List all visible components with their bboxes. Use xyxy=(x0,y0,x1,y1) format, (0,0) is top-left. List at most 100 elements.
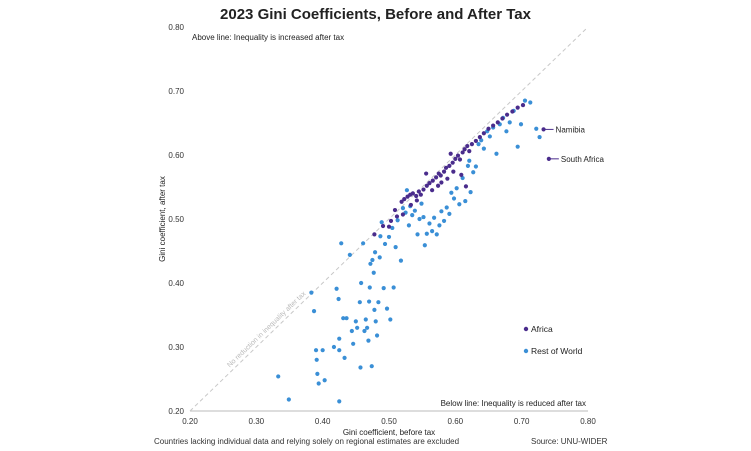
africa-point xyxy=(448,151,453,156)
africa-point xyxy=(388,218,394,224)
rest-of-world-point xyxy=(518,122,524,127)
africa-point xyxy=(460,150,465,155)
axes: 0.20 0.30 0.40 0.50 0.60 0.70 0.80 0.20 0.30 0.40… xyxy=(158,23,596,437)
rest-of-world-point xyxy=(384,306,390,311)
rest-of-world-point xyxy=(457,202,462,207)
rest-of-world-point xyxy=(337,399,342,404)
rest-of-world-point xyxy=(504,129,509,134)
x-tick-label: 0.30 xyxy=(249,417,265,426)
rest-of-world-point xyxy=(463,198,468,204)
africa-point xyxy=(408,202,413,208)
scatter-points xyxy=(276,98,551,404)
rest-of-world-point xyxy=(421,214,426,220)
rest-of-world-point xyxy=(358,365,363,370)
diagonal-label: No reduction in inequality after tax xyxy=(226,290,307,369)
rest-of-world-point xyxy=(434,232,439,237)
rest-of-world-point xyxy=(369,364,374,369)
rest-of-world-point xyxy=(467,158,472,163)
rest-of-world-point xyxy=(372,250,378,255)
rest-of-world-point xyxy=(363,317,368,322)
rest-of-world-point xyxy=(393,245,398,250)
point-label-south-africa: South Africa xyxy=(561,155,605,164)
rest-of-world-point xyxy=(376,300,381,305)
rest-of-world-point xyxy=(471,170,476,175)
rest-of-world-point xyxy=(349,328,354,334)
rest-of-world-point xyxy=(366,338,371,343)
africa-point xyxy=(430,188,435,193)
rest-of-world-point xyxy=(371,270,376,275)
rest-of-world-point xyxy=(447,211,452,216)
rest-of-world-point xyxy=(342,355,347,360)
africa-point xyxy=(465,143,470,149)
africa-point xyxy=(435,183,441,188)
rest-of-world-point xyxy=(473,164,478,169)
africa-point xyxy=(467,149,472,154)
rest-of-world-point xyxy=(377,255,382,260)
rest-of-world-point xyxy=(370,257,375,263)
rest-of-world-point xyxy=(374,333,380,338)
rest-of-world-point xyxy=(320,348,325,353)
rest-of-world-point xyxy=(437,223,442,228)
rest-of-world-point xyxy=(417,216,422,222)
rest-of-world-point xyxy=(449,190,454,195)
africa-point xyxy=(463,184,469,189)
rest-of-world-point xyxy=(476,142,481,147)
legend-label: Africa xyxy=(531,324,553,334)
rest-of-world-point xyxy=(400,206,406,211)
rest-of-world-point xyxy=(334,286,339,291)
rest-of-world-point xyxy=(468,190,473,195)
rest-of-world-point xyxy=(415,232,420,237)
africa-point xyxy=(515,105,520,110)
rest-of-world-point xyxy=(454,186,459,191)
africa-point xyxy=(421,187,426,192)
source-note: Source: UNU-WIDER xyxy=(531,437,608,446)
below-line-annotation: Below line: Inequality is reduced after … xyxy=(441,399,586,408)
rest-of-world-point xyxy=(316,381,321,386)
rest-of-world-point xyxy=(424,231,429,236)
africa-point xyxy=(424,171,429,176)
rest-of-world-point xyxy=(372,307,377,312)
africa-point xyxy=(500,116,505,121)
africa-point xyxy=(399,199,404,204)
y-tick-label: 0.30 xyxy=(168,343,184,352)
rest-of-world-point xyxy=(404,188,410,193)
africa-point xyxy=(469,142,475,147)
africa-point xyxy=(457,157,463,162)
y-tick-label: 0.40 xyxy=(168,279,184,288)
rest-of-world-point xyxy=(368,261,373,266)
rest-of-world-point xyxy=(351,341,356,346)
rest-of-world-point xyxy=(419,201,424,206)
legend-marker xyxy=(523,326,529,332)
rest-of-world-point xyxy=(336,296,341,302)
africa-point xyxy=(380,223,386,229)
rest-of-world-point xyxy=(386,234,392,240)
rest-of-world-point xyxy=(337,348,342,353)
rest-of-world-point xyxy=(494,151,499,156)
rest-of-world-point xyxy=(534,126,539,131)
rest-of-world-point xyxy=(367,285,372,290)
rest-of-world-point xyxy=(441,218,447,224)
rest-of-world-point xyxy=(528,100,533,105)
africa-point xyxy=(520,102,526,108)
africa-point xyxy=(481,131,486,136)
africa-point xyxy=(451,169,456,174)
rest-of-world-point xyxy=(451,196,457,201)
africa-point xyxy=(450,160,455,165)
africa-point xyxy=(477,134,482,140)
rest-of-world-point xyxy=(365,325,370,330)
rest-of-world-point xyxy=(410,213,415,218)
rest-of-world-point xyxy=(460,175,465,181)
x-tick-label: 0.40 xyxy=(315,417,331,426)
rest-of-world-point xyxy=(382,241,388,247)
africa-point xyxy=(416,189,421,194)
diagonal-reference: No reduction in inequality after tax xyxy=(189,26,589,412)
rest-of-world-point xyxy=(406,223,411,228)
rest-of-world-point xyxy=(337,336,342,341)
rest-of-world-point xyxy=(357,300,362,305)
annotations: Above line: Inequality is increased afte… xyxy=(192,33,586,408)
africa-point xyxy=(491,123,496,128)
rest-of-world-point xyxy=(515,144,520,149)
y-tick-label: 0.50 xyxy=(168,215,184,224)
rest-of-world-point xyxy=(355,325,360,330)
africa-point xyxy=(439,180,444,185)
